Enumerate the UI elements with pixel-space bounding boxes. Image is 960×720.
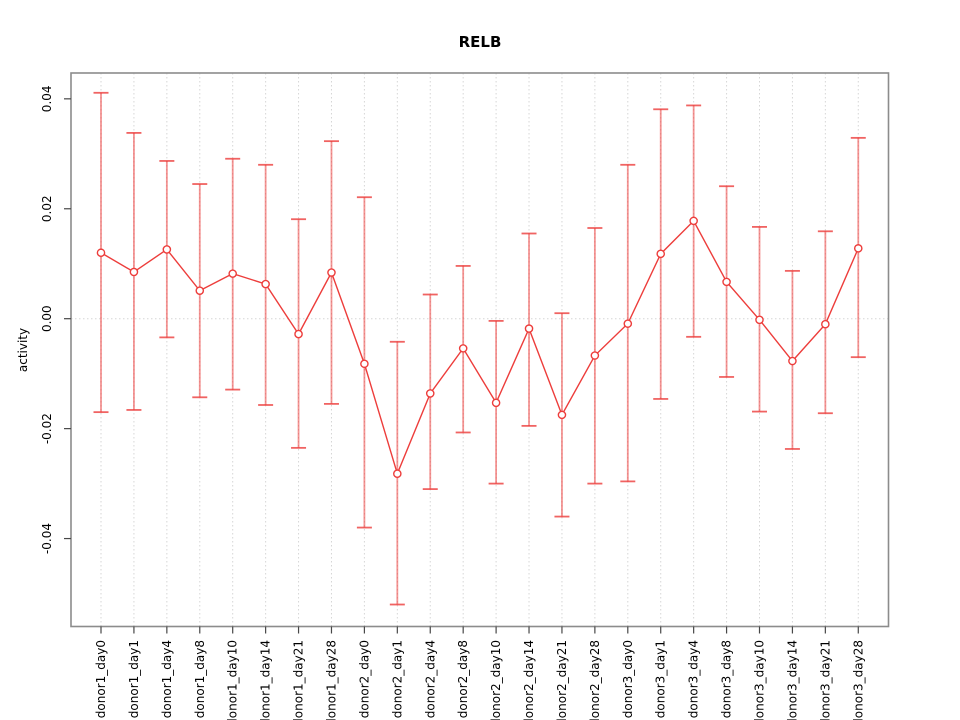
x-axis-category-label: donor1_day14 — [259, 640, 273, 720]
y-axis-tick-label: -0.02 — [40, 413, 54, 444]
data-point-marker — [623, 319, 633, 328]
plot-border — [70, 72, 890, 628]
x-axis-category-label: donor3_day1 — [654, 640, 668, 718]
x-axis-category-label: donor1_day1 — [127, 640, 141, 718]
x-axis-category-label: donor3_day0 — [621, 640, 635, 718]
y-axis-tick-label: 0.04 — [40, 85, 54, 112]
x-axis-category-label: donor1_day10 — [226, 640, 240, 720]
data-point-marker — [788, 356, 797, 366]
data-point-marker — [261, 279, 270, 289]
y-axis-tick-label: 0.02 — [40, 195, 54, 222]
data-point-marker — [360, 359, 369, 369]
x-axis-category-label: donor2_day21 — [555, 640, 569, 720]
data-point-marker — [821, 319, 830, 329]
x-axis-category-label: donor1_day21 — [292, 640, 306, 720]
data-point-marker — [393, 469, 402, 478]
data-point-marker — [524, 324, 534, 333]
data-point-marker — [96, 248, 106, 258]
y-axis-tick-label: -0.04 — [40, 523, 54, 554]
x-axis-category-label: donor2_day4 — [423, 640, 437, 718]
data-point-marker — [228, 269, 237, 278]
data-point-marker — [491, 398, 501, 408]
data-point-marker — [195, 286, 205, 295]
x-axis-category-label: donor2_day0 — [357, 640, 371, 718]
plot-area-group: -0.04 -0.02 0.00 0.02 0.04 donor1_day0 donor1_… — [40, 72, 890, 720]
x-axis-category-label: donor2_day1 — [390, 640, 404, 718]
x-axis-category-label: donor3_day10 — [753, 640, 767, 720]
data-point-marker — [425, 389, 435, 398]
data-point-marker — [755, 315, 764, 325]
data-point-marker — [722, 277, 731, 287]
x-axis-category-label: donor3_day4 — [687, 640, 701, 718]
x-axis-category-label: donor3_day14 — [785, 640, 799, 720]
chart-title: RELB — [459, 33, 502, 51]
x-axis-category-label: donor3_day21 — [818, 640, 832, 720]
x-axis-category-label: donor3_day28 — [851, 640, 865, 720]
x-axis-category-label: donor2_day10 — [489, 640, 503, 720]
y-axis-tick-label: 0.00 — [40, 305, 54, 332]
data-point-marker — [458, 344, 468, 353]
x-axis-category-label: donor2_day28 — [588, 640, 602, 720]
data-point-marker — [590, 351, 600, 360]
data-point-marker — [129, 267, 139, 277]
x-axis-category-label: donor1_day4 — [160, 640, 174, 718]
x-axis-category-label: donor2_day14 — [522, 640, 536, 720]
y-axis-title: activity — [16, 328, 30, 372]
data-point-marker — [557, 410, 567, 420]
data-point-marker — [162, 245, 172, 254]
x-axis-category-label: donor1_day8 — [193, 640, 207, 718]
series-line — [100, 219, 859, 476]
x-axis-category-label: donor2_day8 — [456, 640, 470, 718]
x-axis-category-label: donor1_day28 — [324, 640, 338, 720]
data-point-marker — [656, 249, 666, 259]
data-point-marker — [689, 216, 698, 226]
data-point-marker — [327, 268, 336, 277]
x-axis-category-label: donor1_day0 — [94, 640, 108, 718]
data-point-marker — [853, 244, 863, 253]
data-point-marker — [294, 329, 303, 339]
x-axis-category-label: donor3_day8 — [720, 640, 734, 718]
